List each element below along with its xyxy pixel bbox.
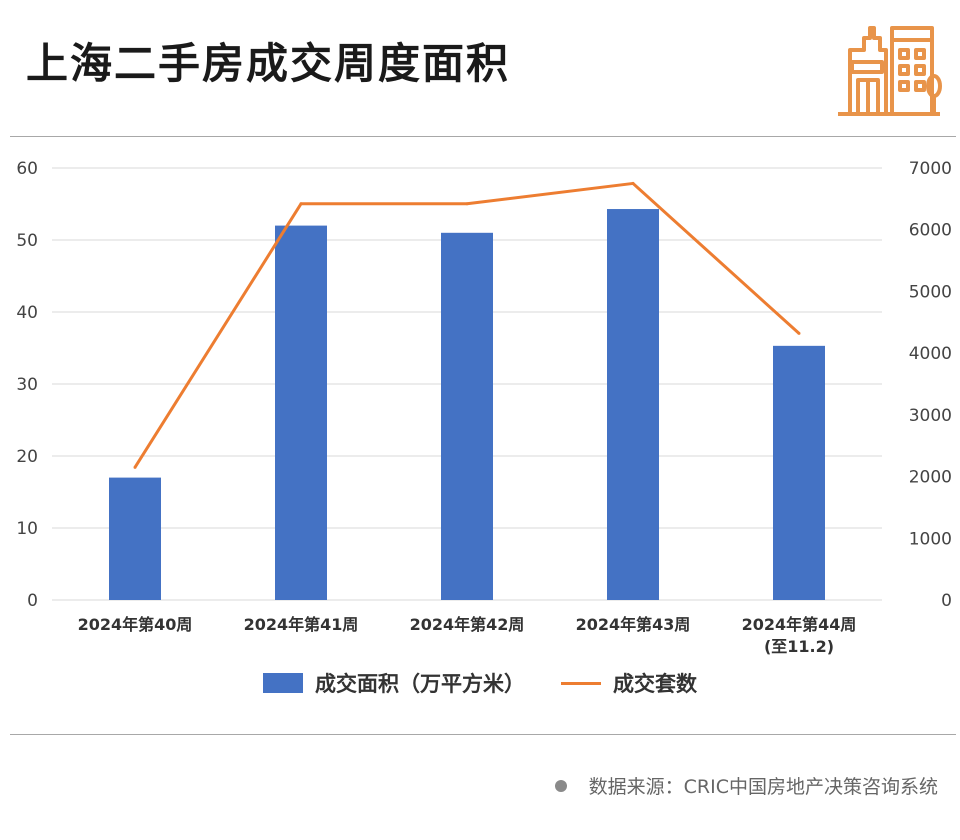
chart-area: 0 10 20 30 40 50 60 0 1000 2000 3000 4000 5000 6000 70… <box>16 159 952 656</box>
x-tick-label: 2024年第43周 <box>576 615 691 634</box>
y-right-tick-label: 4000 <box>909 344 952 364</box>
y-right-tick-label: 6000 <box>909 221 952 241</box>
y-right-tick-label: 0 <box>941 591 952 611</box>
source-note: 数据来源：CRIC中国房地产决策咨询系统 <box>554 772 938 799</box>
x-tick-label: 2024年第44周 <box>742 615 857 634</box>
y-right-tick-label: 3000 <box>909 406 952 426</box>
top-divider <box>10 136 956 137</box>
bar <box>441 232 493 601</box>
y-left-tick-label: 60 <box>16 159 38 179</box>
legend-label-units: 成交套数 <box>613 672 697 696</box>
y-left-tick-label: 30 <box>16 375 38 395</box>
bottom-divider <box>10 734 956 735</box>
y-left-tick-label: 40 <box>16 303 38 323</box>
legend-item-units: 成交套数 <box>561 668 697 698</box>
line-point <box>299 202 303 206</box>
x-tick-label: 2024年第42周 <box>410 615 525 634</box>
y-left-tick-label: 0 <box>27 591 38 611</box>
legend-label-area: 成交面积（万平方米） <box>315 672 525 696</box>
x-tick-label: (至11.2) <box>764 637 834 656</box>
bar <box>607 209 659 600</box>
source-text: 数据来源：CRIC中国房地产决策咨询系统 <box>588 776 938 798</box>
line-point <box>631 181 635 185</box>
y-right-tick-label: 5000 <box>909 282 952 302</box>
y-right-tick-label: 2000 <box>909 468 952 488</box>
bullet-dot-icon <box>554 779 567 792</box>
y-left-tick-label: 20 <box>16 447 38 467</box>
line-point <box>465 202 469 206</box>
x-tick-label: 2024年第41周 <box>244 615 359 634</box>
bar <box>275 225 327 600</box>
city-buildings-icon <box>838 26 942 116</box>
y-right-tick-label: 1000 <box>909 529 952 549</box>
chart-title: 上海二手房成交周度面积 <box>26 39 511 88</box>
y-left-tick-label: 50 <box>16 231 38 251</box>
line-point <box>133 465 137 469</box>
x-tick-label: 2024年第40周 <box>78 615 193 634</box>
line-point <box>797 331 801 335</box>
legend-swatch-line <box>561 681 601 685</box>
y-right-tick-label: 7000 <box>909 159 952 179</box>
bar <box>773 345 825 600</box>
legend-swatch-bar <box>263 673 303 693</box>
legend: 成交面积（万平方米） 成交套数 <box>0 668 960 698</box>
legend-item-area: 成交面积（万平方米） <box>263 668 525 698</box>
bar <box>109 477 161 600</box>
y-left-tick-label: 10 <box>16 519 38 539</box>
